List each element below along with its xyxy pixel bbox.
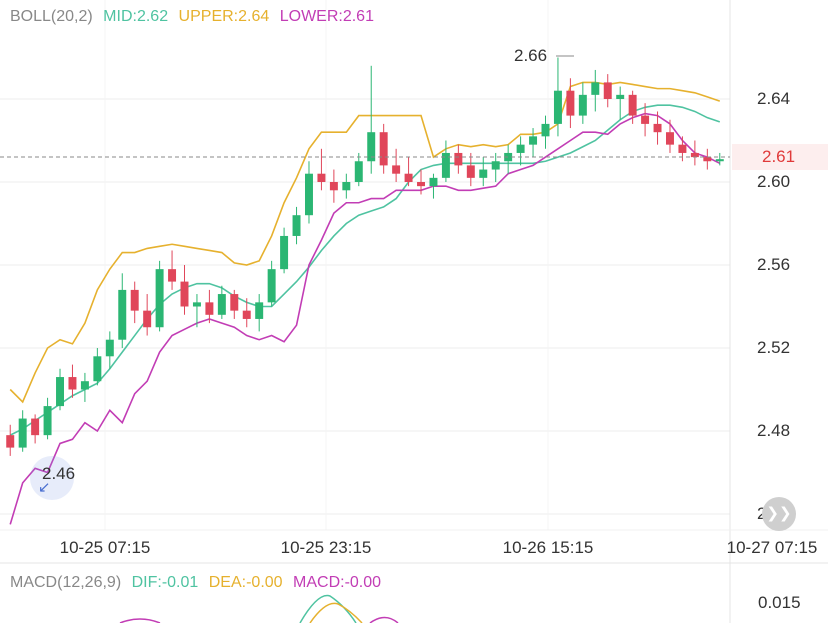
x-tick-label: 10-27 07:15 bbox=[726, 538, 818, 557]
low-marker-arrow-icon: ↙ bbox=[38, 479, 51, 496]
macd-dea-line bbox=[309, 602, 363, 623]
candle-body bbox=[441, 152, 450, 178]
candle-body bbox=[479, 169, 488, 178]
candle-body bbox=[230, 294, 239, 311]
candle-body bbox=[690, 152, 699, 158]
candle-body bbox=[641, 115, 650, 124]
candle-body bbox=[168, 269, 177, 282]
candle-body bbox=[155, 269, 164, 328]
candle-body bbox=[280, 235, 289, 270]
candle-body bbox=[267, 269, 276, 303]
boll-mid-line bbox=[9, 104, 721, 436]
candle-body bbox=[616, 94, 625, 99]
candle-body bbox=[703, 157, 712, 162]
y-tick-label: 2.56 bbox=[757, 255, 791, 274]
boll-indicator-name: BOLL(20,2) bbox=[10, 8, 93, 25]
candle-body bbox=[118, 289, 127, 340]
candle-body bbox=[429, 177, 438, 187]
y-tick-label: 2.60 bbox=[757, 172, 791, 191]
candle-body bbox=[404, 173, 413, 182]
candle-body bbox=[6, 435, 15, 448]
candle-body bbox=[379, 132, 388, 166]
candle-body bbox=[180, 281, 189, 307]
candle-body bbox=[342, 182, 351, 191]
x-tick-label: 10-25 23:15 bbox=[280, 538, 372, 557]
x-tick-label: 10-25 07:15 bbox=[59, 538, 151, 557]
candle-body bbox=[678, 144, 687, 153]
candle-body bbox=[454, 152, 463, 166]
candle-body bbox=[68, 377, 77, 390]
candle-body bbox=[205, 302, 214, 315]
candle-body bbox=[93, 356, 102, 382]
candle-body bbox=[665, 132, 674, 145]
y-tick-label: 2.52 bbox=[757, 338, 791, 357]
candle-body bbox=[354, 161, 363, 182]
candle-body bbox=[242, 310, 251, 319]
candle-body bbox=[329, 182, 338, 191]
candle-body bbox=[541, 123, 550, 137]
macd-legend: MACD(12,26,9) DIF:-0.01 DEA:-0.00 MACD:-… bbox=[10, 574, 387, 592]
y-tick-label: 2.64 bbox=[757, 89, 791, 108]
boll-lower-line bbox=[9, 112, 721, 525]
candle-body bbox=[18, 418, 27, 448]
macd-indicator-name: MACD(12,26,9) bbox=[10, 574, 122, 591]
candle-body bbox=[491, 161, 500, 170]
candle-body bbox=[217, 294, 226, 315]
candle-body bbox=[628, 94, 637, 116]
boll-mid-value: MID:2.62 bbox=[103, 8, 169, 25]
macd-y-tick-label: 0.015 bbox=[758, 593, 801, 612]
candle-body bbox=[603, 82, 612, 99]
low-price-marker: 2.46 bbox=[42, 464, 76, 483]
candle-body bbox=[392, 165, 401, 174]
candle-body bbox=[31, 418, 40, 436]
boll-legend: BOLL(20,2) MID:2.62 UPPER:2.64 LOWER:2.6… bbox=[10, 8, 380, 26]
candle-body bbox=[192, 302, 201, 307]
candle-body bbox=[317, 173, 326, 182]
y-tick-label: 2.48 bbox=[757, 421, 791, 440]
candle-body bbox=[653, 123, 662, 133]
candle-body bbox=[566, 90, 575, 116]
macd-dea-value: DEA:-0.00 bbox=[208, 574, 283, 591]
candle-body bbox=[304, 173, 313, 216]
scroll-latest-icon: ❯❯ bbox=[766, 505, 792, 522]
boll-upper-value: UPPER:2.64 bbox=[178, 8, 270, 25]
candle-body bbox=[80, 381, 89, 390]
last-price-tag: 2.61 bbox=[732, 144, 828, 170]
candle-body bbox=[367, 132, 376, 162]
candle-body bbox=[466, 165, 475, 178]
scroll-to-latest-button[interactable]: ❯❯ bbox=[762, 497, 796, 531]
macd-dif-value: DIF:-0.01 bbox=[131, 574, 199, 591]
candle-body bbox=[504, 152, 513, 162]
candle-body bbox=[255, 302, 264, 319]
candle-body bbox=[130, 289, 139, 311]
candle-body bbox=[553, 90, 562, 124]
macd-histogram-line bbox=[119, 616, 399, 623]
macd-macd-value: MACD:-0.00 bbox=[293, 574, 382, 591]
candle-body bbox=[591, 82, 600, 95]
candle-body bbox=[292, 215, 301, 236]
candle-body bbox=[715, 159, 724, 162]
candle-body bbox=[105, 339, 114, 357]
candle-body bbox=[529, 136, 538, 145]
candle-body bbox=[578, 94, 587, 116]
boll-lower-value: LOWER:2.61 bbox=[279, 8, 374, 25]
candle-body bbox=[143, 310, 152, 328]
candle-body bbox=[43, 406, 52, 436]
candle-body bbox=[417, 182, 426, 187]
low-marker-highlight bbox=[30, 456, 74, 500]
high-price-marker: 2.66 bbox=[514, 46, 548, 65]
boll-upper-line bbox=[9, 81, 721, 404]
macd-dif-line bbox=[299, 594, 357, 623]
x-tick-label: 10-26 15:15 bbox=[502, 538, 594, 557]
candle-body bbox=[516, 144, 525, 153]
candle-body bbox=[56, 377, 65, 407]
